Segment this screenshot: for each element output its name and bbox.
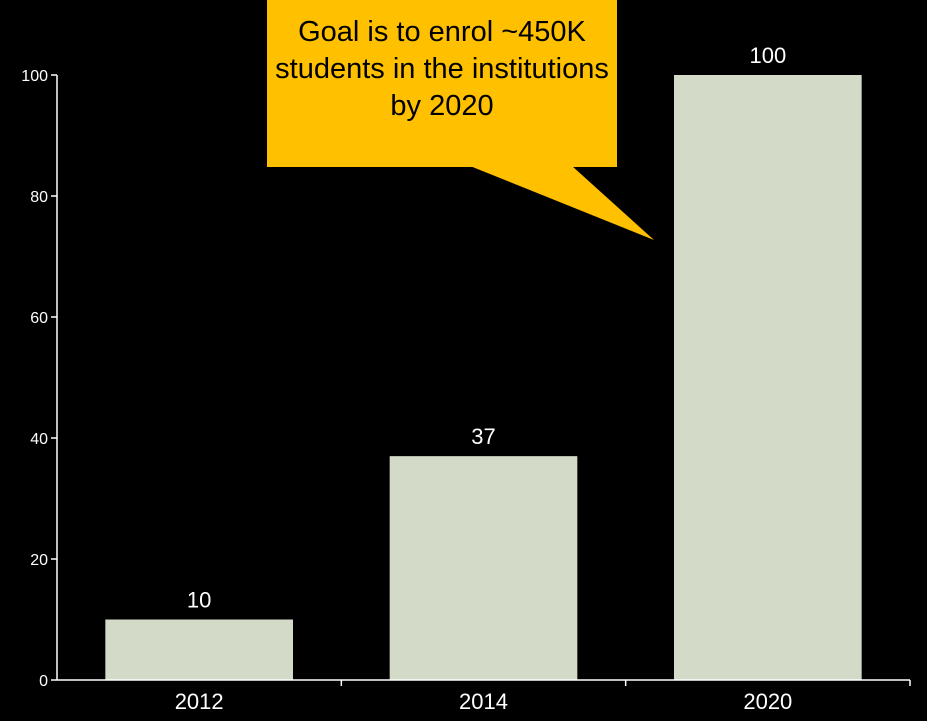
callout-text: Goal is to enrol ~450K students in the i… [267,14,617,125]
callout-box: Goal is to enrol ~450K students in the i… [267,0,617,167]
